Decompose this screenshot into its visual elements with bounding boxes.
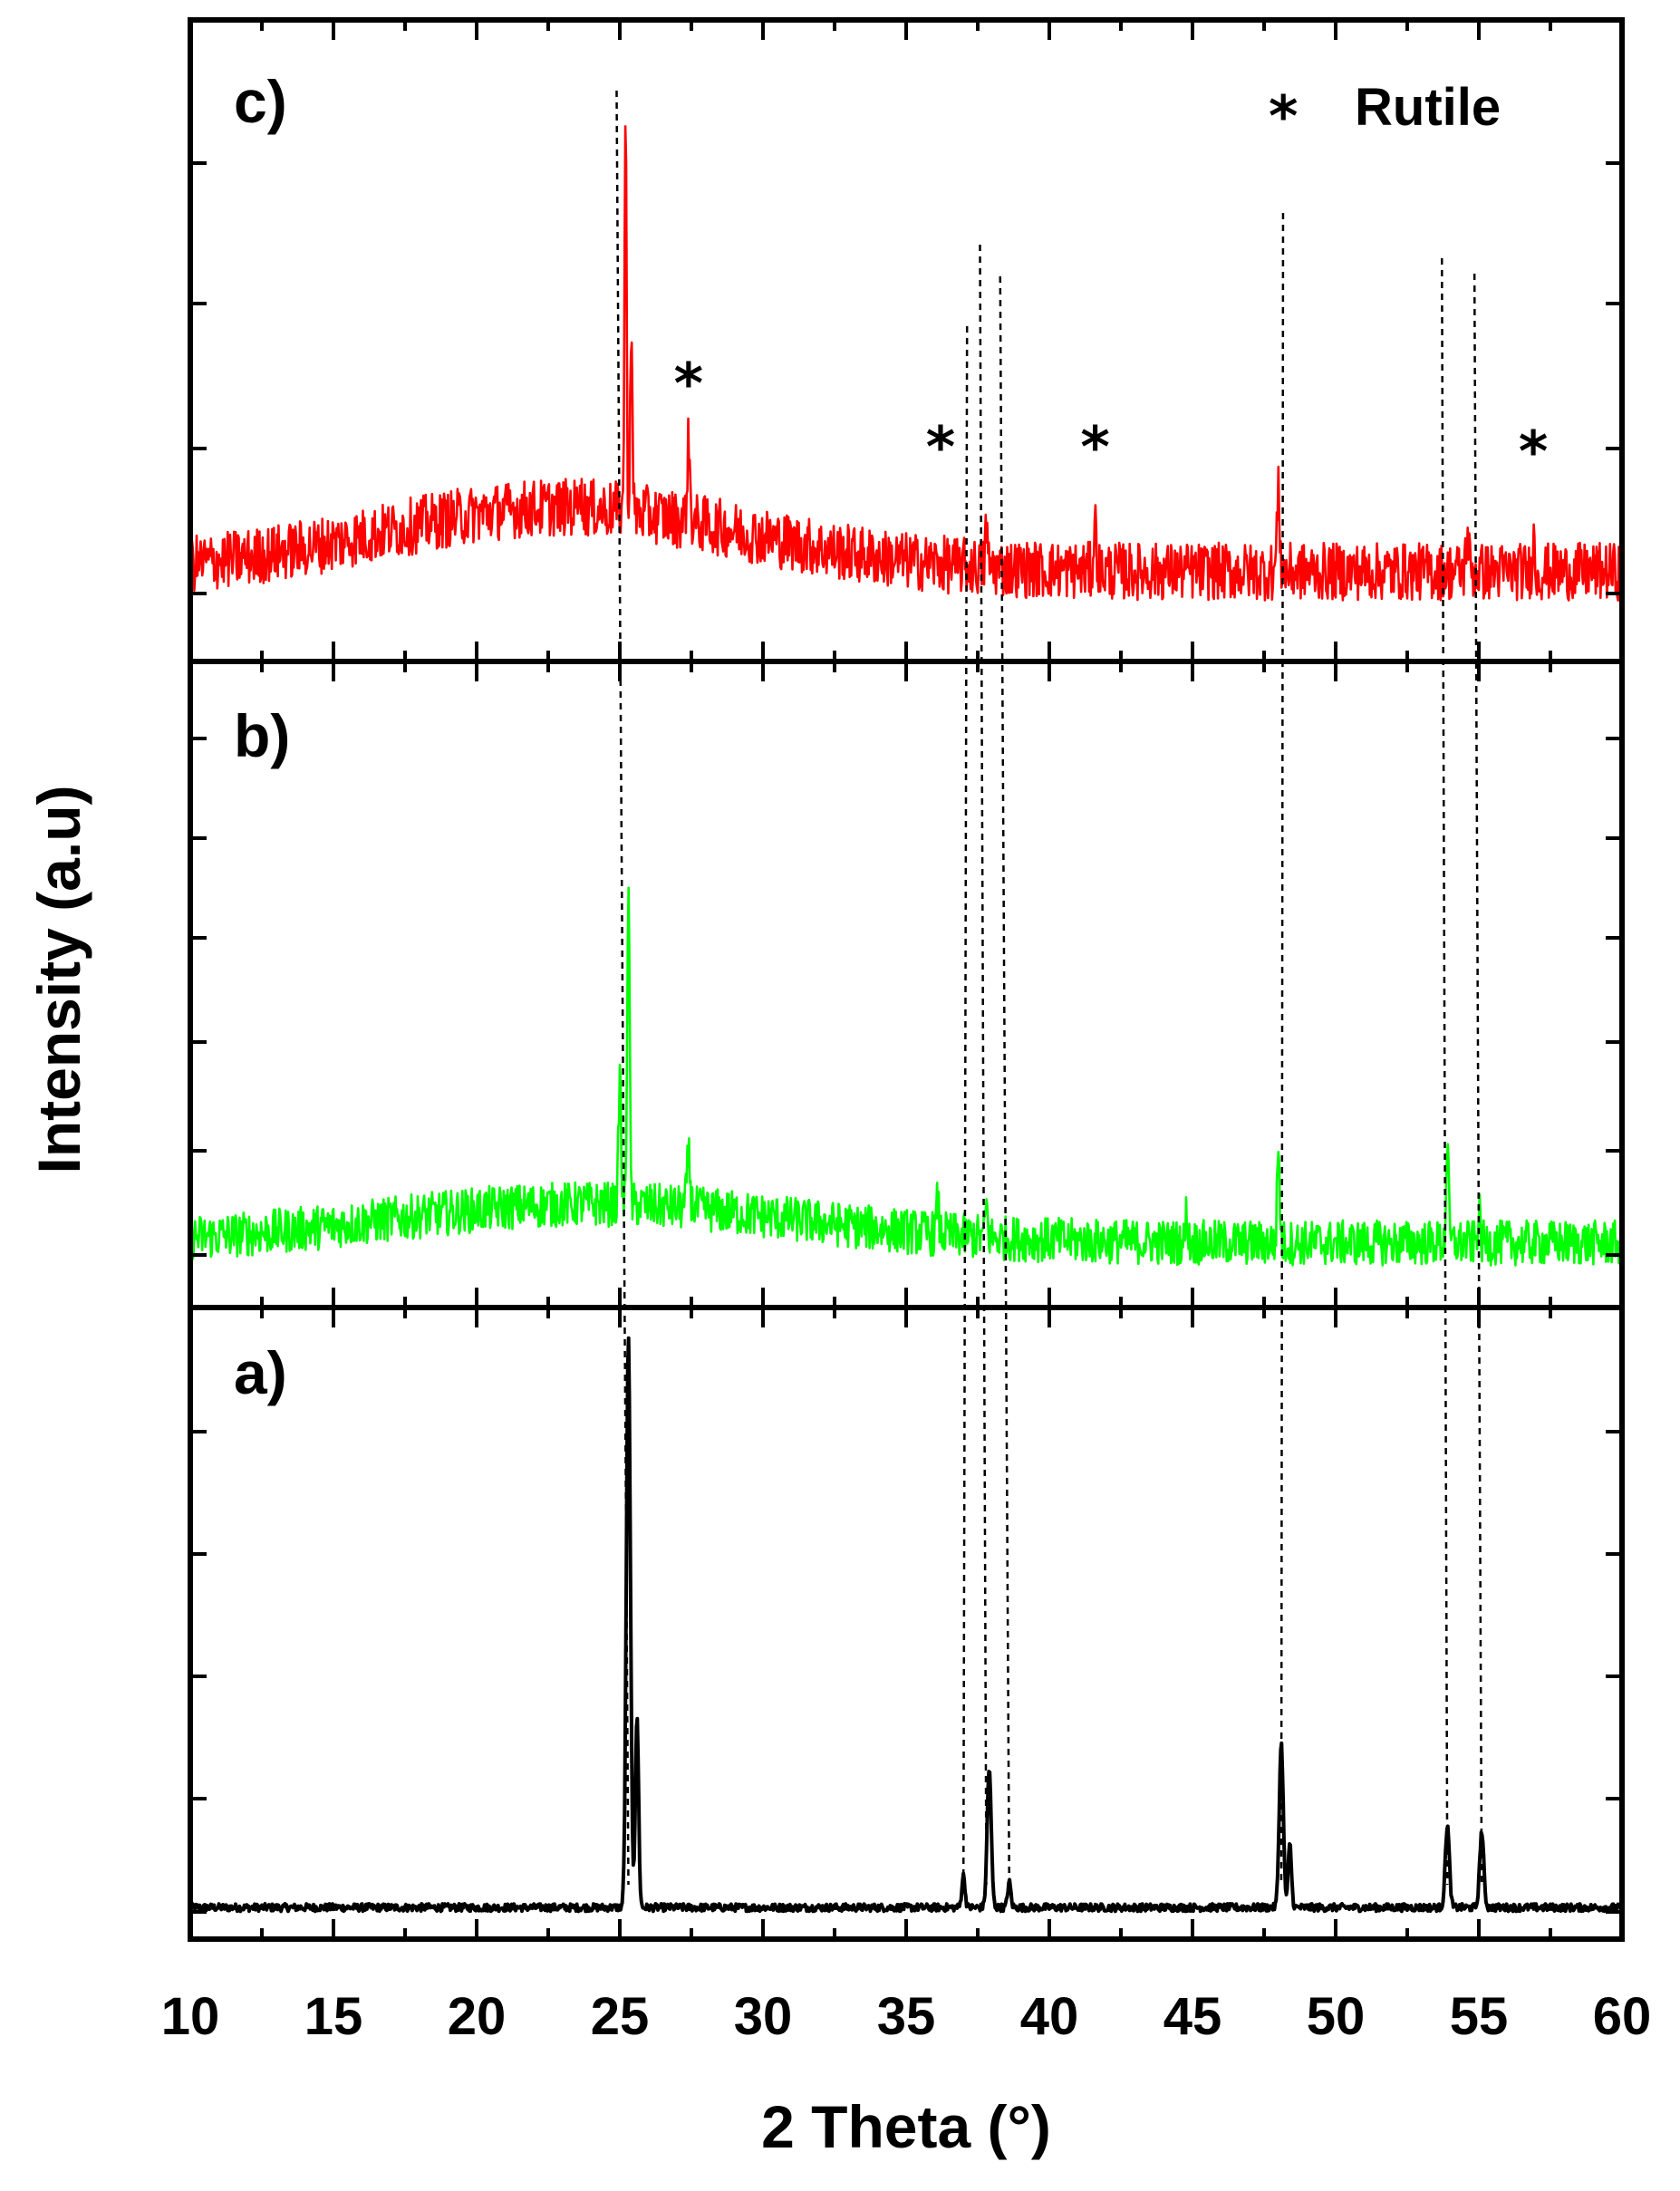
reference-line	[1440, 257, 1449, 1886]
rutile-marker: *	[1519, 419, 1548, 485]
plot-frame	[188, 17, 1625, 1942]
x-tick-label: 35	[877, 1987, 936, 2046]
panel-label-b: b)	[234, 702, 290, 769]
reference-line	[1279, 212, 1285, 1886]
x-tick-label: 15	[304, 1987, 363, 2046]
reference-line	[979, 244, 988, 1886]
series-trace-c	[188, 125, 1624, 603]
legend-rutile-symbol: *	[1269, 83, 1298, 150]
frame-box	[188, 17, 1625, 1942]
rutile-marker: *	[674, 351, 703, 417]
reference-line	[1472, 273, 1483, 1886]
x-axis-title: 2 Theta (°)	[761, 2093, 1051, 2160]
x-tick-label: 25	[591, 1987, 650, 2046]
x-tick-label: 60	[1593, 1987, 1652, 2046]
x-tick-label: 40	[1020, 1987, 1079, 2046]
plot-area: * * * *	[188, 125, 1624, 1914]
reference-lines	[615, 90, 1483, 1886]
reference-line	[615, 90, 630, 1886]
x-tick-label: 30	[734, 1987, 793, 2046]
x-tick-label: 20	[448, 1987, 507, 2046]
series-trace-a	[188, 1336, 1624, 1914]
x-tick-labels: 10 15 20 25 30 35 40 45 50 55 60	[161, 1987, 1652, 2046]
rutile-marker: *	[1080, 414, 1109, 480]
x-tick-label: 50	[1307, 1987, 1366, 2046]
x-tick-label: 55	[1450, 1987, 1509, 2046]
rutile-marker: *	[926, 414, 955, 480]
legend-rutile-label: Rutile	[1355, 78, 1501, 137]
x-tick-label: 45	[1163, 1987, 1222, 2046]
reference-line	[961, 325, 969, 1886]
x-tick-label: 10	[161, 1987, 220, 2046]
y-axis-title: Intensity (a.u)	[25, 785, 92, 1173]
series-trace-b	[188, 886, 1624, 1267]
reference-line	[999, 275, 1011, 1886]
panel-label-a: a)	[234, 1339, 287, 1406]
panel-label-c: c)	[234, 68, 287, 135]
axis-ticks	[188, 20, 1624, 1939]
